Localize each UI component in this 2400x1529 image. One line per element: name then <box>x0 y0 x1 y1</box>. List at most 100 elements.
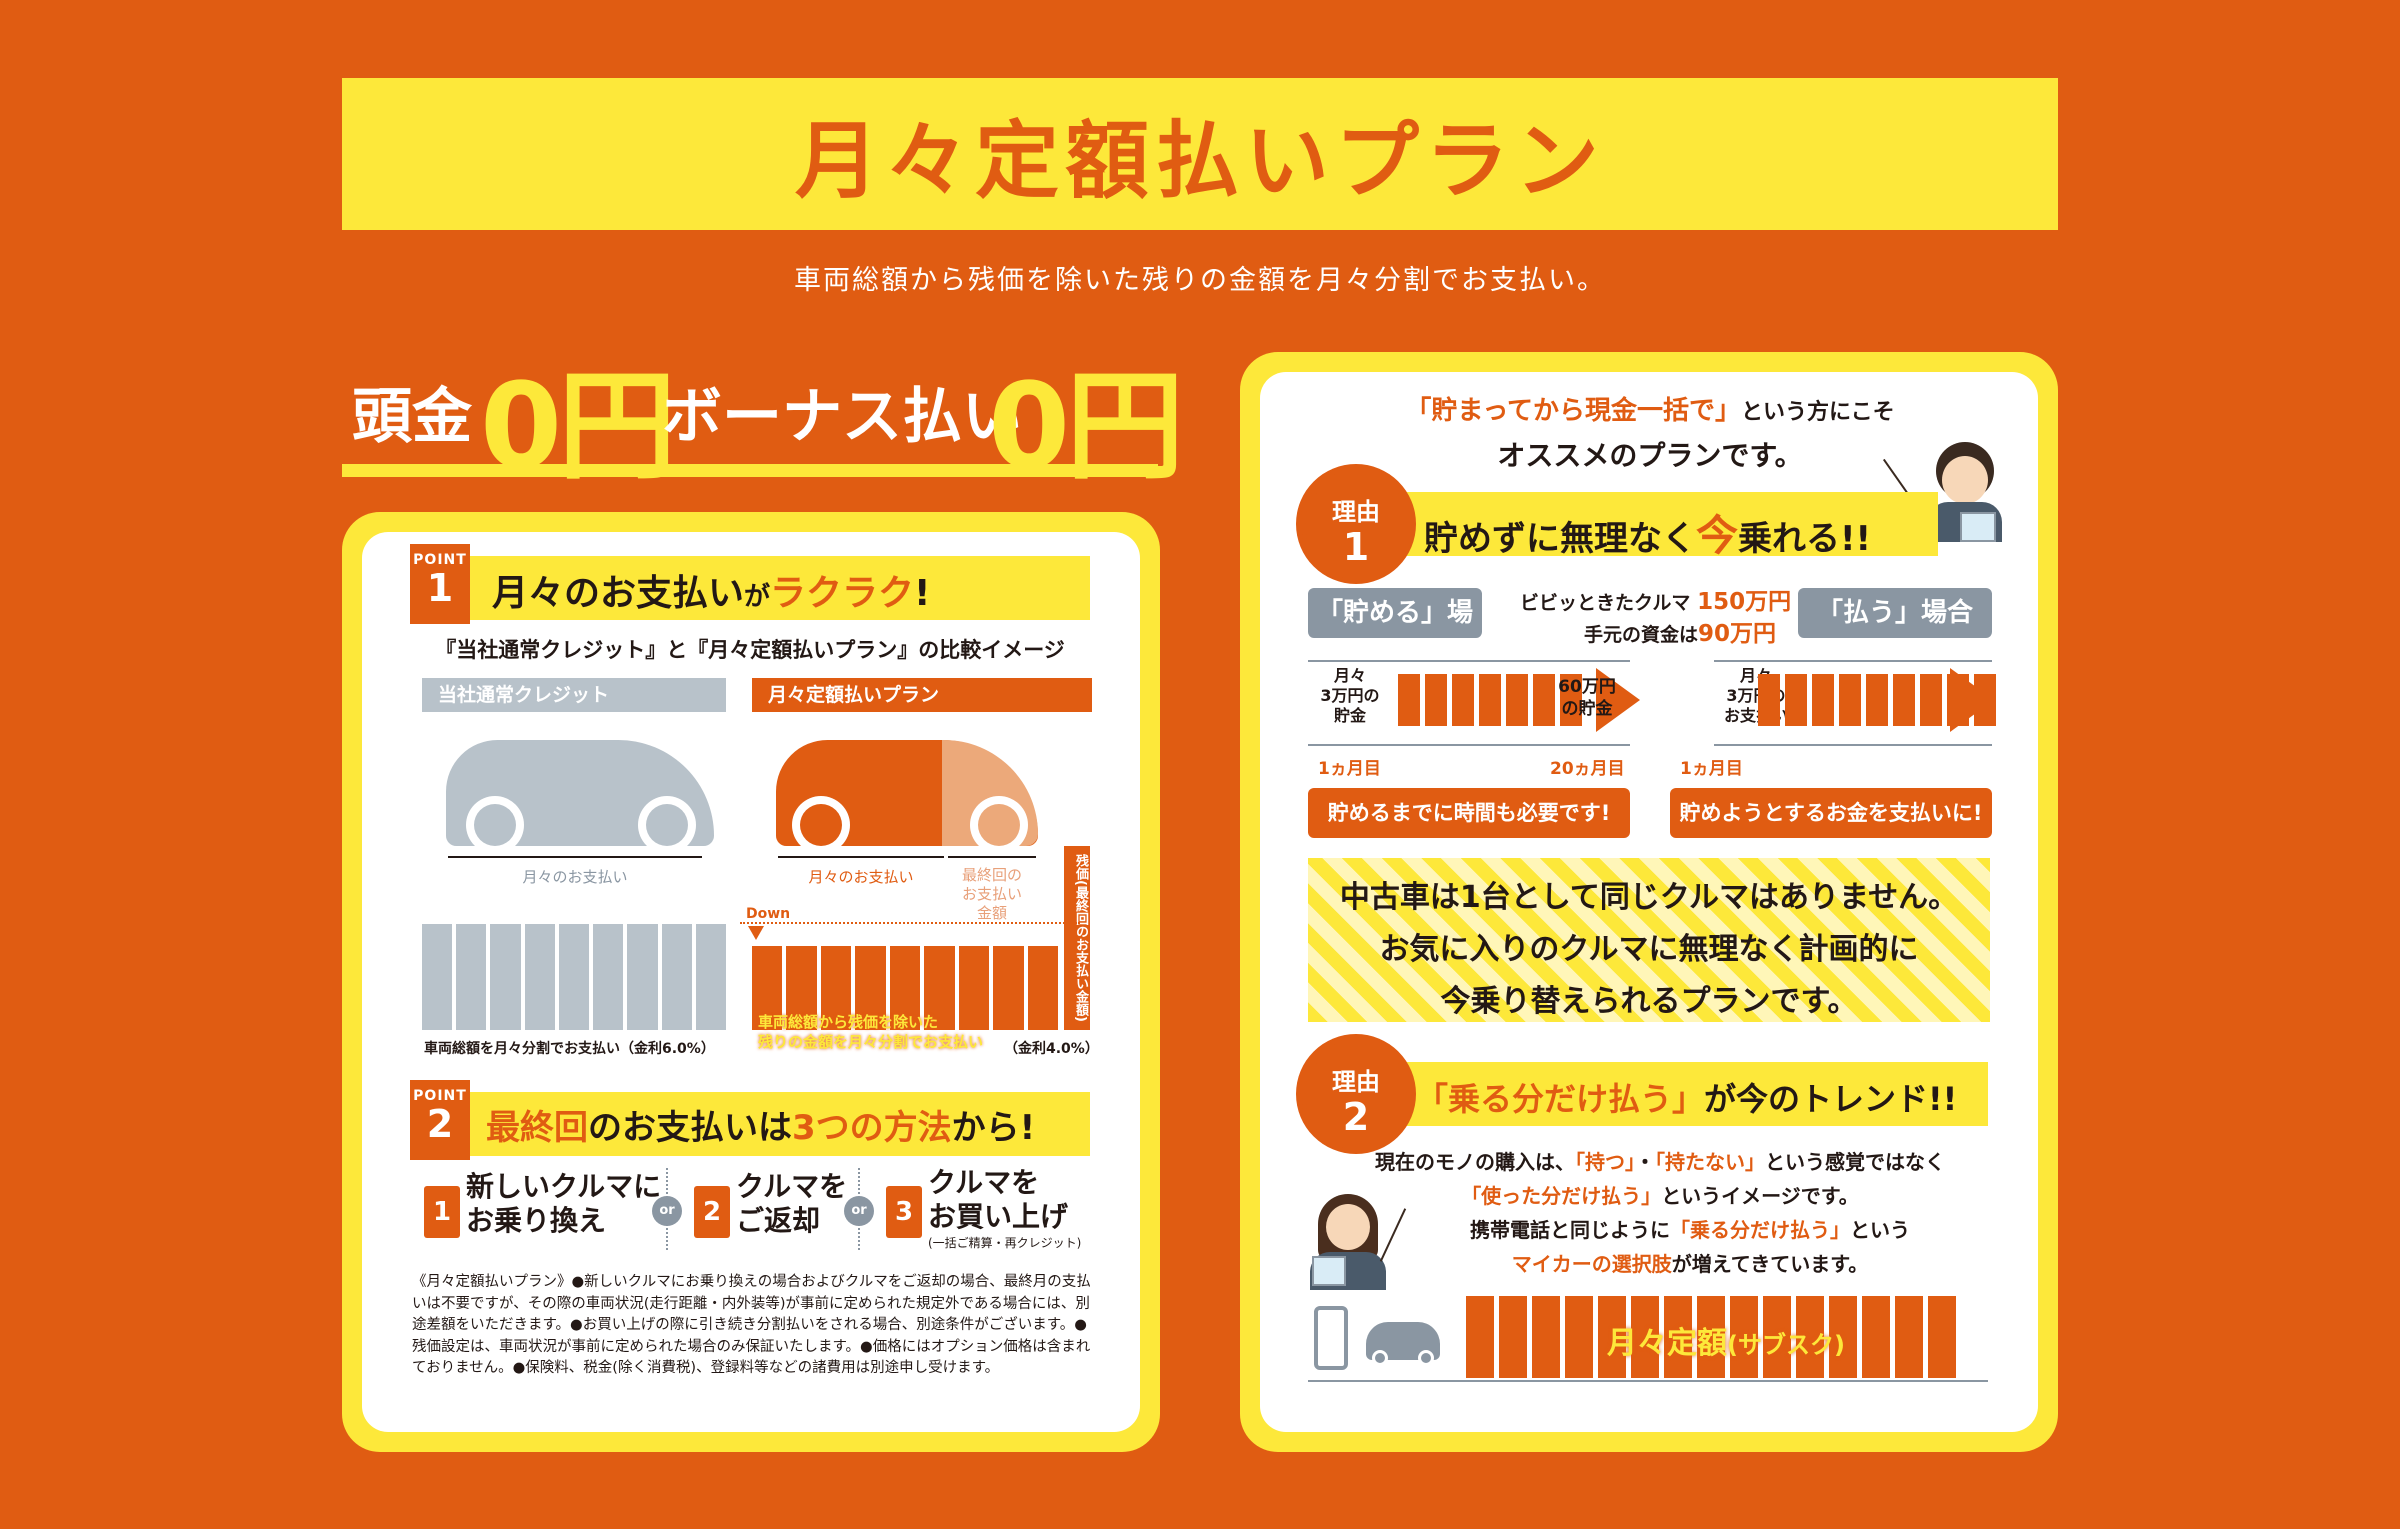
intro-line2: オススメのプランです。 <box>1497 439 1803 472</box>
point2-title: 最終回のお支払いは3つの方法から! <box>486 1100 1035 1149</box>
trend-l2-a: 「使った分だけ払う」 <box>1461 1184 1662 1208</box>
plan-car-wheel <box>792 796 850 854</box>
clipboard-icon <box>1960 512 1996 542</box>
point2-bar <box>410 1092 1090 1156</box>
normal-monthly-label: 月々のお支払い <box>522 868 628 886</box>
trend-l4-b: が増えてきています。 <box>1671 1252 1869 1276</box>
option3-line2: お買い上げ <box>928 1200 1069 1233</box>
save-end-label: 20ヵ月目 <box>1550 759 1625 779</box>
option2-number: 2 <box>694 1186 730 1238</box>
plan-payment-bars <box>752 946 1058 1030</box>
option3-note: (一括ご精算・再クレジット) <box>928 1236 1082 1250</box>
pay-top-line <box>1714 660 1992 662</box>
plan-overlay-text: 車両総額から残価を除いた 残りの金額を月々分割でお支払い <box>758 1013 984 1051</box>
stripe-line3: 今乗り替えられるプランです。 <box>1440 984 1858 1019</box>
plan-car-wheel <box>970 796 1028 854</box>
pay-case-tag: 「払う」場合 <box>1798 588 1992 638</box>
page-title: 月々定額払いプラン <box>794 111 1605 210</box>
trend-l1-b: 「持つ」 <box>1575 1150 1635 1174</box>
point2-title-d: から! <box>951 1108 1036 1148</box>
save-arrow-blocks <box>1398 674 1582 726</box>
trend-line2: 「使った分だけ払う」というイメージです。 <box>1340 1180 1980 1209</box>
subscription-baseline <box>1308 1380 1988 1382</box>
page-subtitle: 車両総額から残価を除いた残りの金額を月々分割でお支払い。 <box>794 265 1606 296</box>
reason1-seal: 理由 1 <box>1300 468 1412 580</box>
save-case-tag: 「貯める」場合 <box>1308 588 1482 678</box>
or-circle: or <box>844 1196 874 1226</box>
subscription-label: 月々定額(サブスク) <box>1466 1318 1986 1362</box>
option3-line1: クルマを <box>928 1166 1040 1199</box>
phone-icon <box>1314 1306 1348 1370</box>
woman-face-icon <box>1326 1204 1370 1250</box>
option3-number: 3 <box>886 1186 922 1238</box>
cash-value: 90万円 <box>1698 621 1777 647</box>
down-label: Down <box>746 906 791 922</box>
intro-line1: 「貯まってから現金一括で」という方にこそ <box>1300 390 2000 427</box>
reason1-title-c: 乗れる!! <box>1738 519 1872 559</box>
reason1-seal-number: 1 <box>1342 525 1370 569</box>
plan-monthly-label: 月々のお支払い <box>808 868 914 886</box>
stripe-line1: 中古車は1台として同じクルマはありません。 <box>1339 880 1959 915</box>
reason1-title-a: 貯めずに無理なく <box>1424 519 1696 559</box>
terms-notes: 《月々定額払いプラン》●新しいクルマにお乗り換えの場合およびクルマをご返却の場合… <box>412 1274 1091 1376</box>
trend-l1-e: という感覚ではなく <box>1765 1150 1945 1174</box>
point1-title-b: が <box>744 582 771 612</box>
trend-l2-b: というイメージです。 <box>1661 1184 1859 1208</box>
compare-caption: 『当社通常クレジット』と『月々定額払いプラン』の比較イメージ <box>435 638 1065 662</box>
pay-arrow-icon <box>1950 668 1994 732</box>
save-bottom-line <box>1308 744 1630 746</box>
point1-bar <box>410 556 1090 620</box>
plan-rate-caption: （金利4.0%） <box>1004 1041 1099 1057</box>
subscription-a: 月々定額 <box>1607 1326 1728 1361</box>
point2-badge: POINT 2 <box>410 1080 470 1160</box>
reason2-seal-number: 2 <box>1342 1095 1370 1139</box>
residual-bar <box>1064 846 1090 1030</box>
title-banner: 月々定額払いプラン <box>342 78 2058 230</box>
pay-bottom-line <box>1714 744 1992 746</box>
reason1-seal-label: 理由 <box>1332 498 1380 526</box>
down-arrow-icon <box>748 926 764 940</box>
point1-title-d: ! <box>914 573 931 614</box>
plan-tag: 月々定額払いプラン <box>752 678 1092 712</box>
point1-badge: POINT 1 <box>410 544 470 624</box>
option2-line2: ご返却 <box>736 1204 821 1237</box>
point2-title-a: 最終回 <box>486 1108 588 1148</box>
trend-line3: 携帯電話と同じように「乗る分だけ払う」という <box>1400 1214 1980 1243</box>
trend-line1: 現在のモノの購入は、「持つ」・「持たない」という感覚ではなく <box>1340 1146 1980 1175</box>
reason1-title-b: 今 <box>1696 511 1739 560</box>
trend-l1-d: 「持たない」 <box>1655 1150 1765 1174</box>
reason1-title: 貯めずに無理なく今乗れる!! <box>1424 502 1871 563</box>
option2-text: クルマを ご返却 <box>736 1170 847 1238</box>
bonus-payment-label: ボーナス払い <box>662 382 1022 452</box>
normal-car-wheel <box>466 796 524 854</box>
down-payment-label: 頭金 <box>352 382 472 452</box>
plan-span-line <box>778 856 944 858</box>
plan-final-span-line <box>948 856 1036 858</box>
car-wheel-icon <box>1372 1350 1388 1366</box>
reason2-title-b: が今のトレンド!! <box>1704 1080 1958 1118</box>
cash-line: 手元の資金は90万円 <box>1584 614 1776 648</box>
reason2-seal: 理由 2 <box>1300 1038 1412 1150</box>
point1-badge-label: POINT <box>413 552 467 568</box>
trend-line4: マイカーの選択肢が増えてきています。 <box>1400 1248 1980 1277</box>
car-price-label: ビビッときたクルマ <box>1520 592 1691 614</box>
reason2-bar <box>1348 1062 1988 1126</box>
point1-badge-number: 1 <box>426 566 454 610</box>
option1-number: 1 <box>424 1186 460 1238</box>
save-arrow-icon <box>1596 668 1640 732</box>
car-wheel-icon <box>1418 1350 1434 1366</box>
save-monthly-label: 月々 3万円の 貯金 <box>1320 666 1380 725</box>
point1-title-a: 月々のお支払い <box>492 573 745 614</box>
point2-title-b: のお支払いは <box>588 1108 792 1148</box>
car-price-value: 150万円 <box>1697 589 1792 615</box>
option1-line2: お乗り換え <box>466 1204 607 1237</box>
stripe-message-box: 中古車は1台として同じクルマはありません。 お気に入りのクルマに無理なく計画的に… <box>1308 858 1990 1022</box>
trend-l3-c: という <box>1850 1218 1910 1242</box>
reason2-title-a: 「乗る分だけ払う」 <box>1416 1080 1705 1118</box>
hero-underline <box>342 464 1158 477</box>
clipboard-icon <box>1312 1256 1346 1286</box>
normal-car-wheel <box>638 796 696 854</box>
intro-highlight: 「貯まってから現金一括で」 <box>1405 396 1742 426</box>
option2-line1: クルマを <box>736 1170 848 1203</box>
option1-line1: 新しいクルマに <box>466 1170 662 1203</box>
